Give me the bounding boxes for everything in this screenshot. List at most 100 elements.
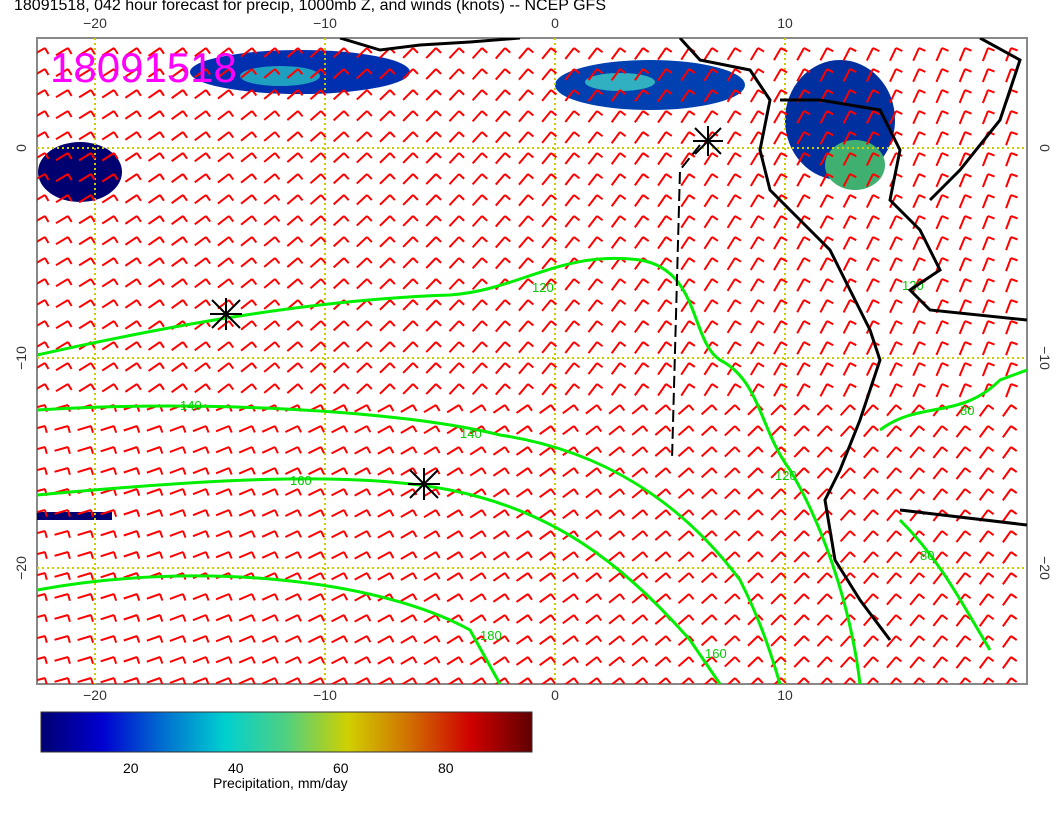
wind-barb bbox=[747, 467, 764, 479]
wind-barb bbox=[793, 656, 810, 668]
wind-barb bbox=[654, 656, 672, 667]
wind-barb bbox=[749, 341, 765, 355]
wind-barb bbox=[889, 299, 903, 314]
wind-barb bbox=[657, 278, 673, 292]
wind-barb bbox=[726, 173, 742, 187]
wind-barb bbox=[889, 257, 903, 272]
wind-barb bbox=[889, 215, 903, 230]
wind-barb bbox=[935, 152, 949, 167]
wind-barb bbox=[703, 215, 719, 229]
wind-barb bbox=[677, 572, 695, 583]
wind-barb bbox=[169, 425, 187, 433]
wind-barb bbox=[37, 677, 48, 684]
wind-barb bbox=[935, 341, 949, 356]
wind-barb bbox=[446, 446, 464, 456]
wind-barb bbox=[749, 173, 765, 187]
contour-label: 120 bbox=[775, 468, 797, 483]
wind-barb bbox=[400, 593, 418, 602]
wind-barb bbox=[518, 194, 534, 207]
wind-barb bbox=[865, 194, 880, 209]
wind-barb bbox=[981, 257, 995, 272]
wind-barb bbox=[1002, 551, 1018, 564]
wind-barb bbox=[610, 341, 627, 354]
wind-barb bbox=[541, 173, 558, 186]
wind-barb bbox=[124, 278, 142, 288]
wind-barb bbox=[541, 341, 558, 354]
wind-barb bbox=[726, 383, 742, 397]
wind-barb bbox=[539, 593, 556, 603]
wind-barb bbox=[700, 656, 718, 668]
wind-barb bbox=[541, 236, 558, 249]
wind-barb bbox=[1005, 299, 1018, 314]
wind-barb bbox=[1002, 509, 1018, 522]
wind-barb bbox=[793, 404, 810, 416]
wind-barb bbox=[608, 404, 626, 415]
wind-barb bbox=[677, 467, 695, 478]
wind-barb bbox=[309, 278, 327, 289]
lon-tick-label-top: −20 bbox=[83, 15, 107, 31]
wind-barb bbox=[955, 404, 972, 417]
wind-barb bbox=[958, 110, 972, 125]
wind-barb bbox=[539, 425, 556, 435]
wind-barb bbox=[703, 383, 719, 397]
wind-barb bbox=[816, 614, 833, 626]
wind-barb bbox=[773, 299, 788, 313]
wind-barb bbox=[912, 257, 926, 272]
wind-barb bbox=[587, 383, 604, 396]
lon-tick-label-bottom: −20 bbox=[83, 687, 107, 703]
wind-barb bbox=[747, 425, 764, 437]
wind-barb bbox=[816, 656, 833, 668]
wind-barb bbox=[955, 467, 972, 480]
wind-barb bbox=[680, 362, 696, 376]
wind-barb bbox=[634, 341, 650, 354]
date-stamp: 18091518 bbox=[50, 44, 237, 91]
wind-barb bbox=[240, 194, 258, 205]
wind-barb bbox=[147, 68, 165, 78]
wind-barb bbox=[331, 593, 349, 602]
wind-barb bbox=[309, 320, 327, 331]
wind-barb bbox=[724, 593, 741, 605]
wind-barb bbox=[518, 68, 534, 81]
wind-barb bbox=[402, 110, 419, 122]
wind-barb bbox=[101, 341, 119, 351]
wind-barb bbox=[240, 215, 258, 226]
wind-barb bbox=[124, 257, 142, 267]
wind-barb bbox=[863, 656, 879, 669]
wind-barb bbox=[402, 236, 419, 248]
wind-barb bbox=[332, 89, 350, 101]
wind-barb bbox=[194, 110, 211, 121]
wind-barb bbox=[55, 320, 73, 330]
wind-barb bbox=[981, 173, 995, 188]
wind-barb bbox=[1002, 656, 1018, 669]
wind-barb bbox=[749, 47, 765, 61]
wind-barb bbox=[935, 215, 949, 230]
wind-barb bbox=[194, 152, 211, 163]
wind-barb bbox=[865, 278, 880, 293]
wind-barb bbox=[215, 614, 233, 622]
lat-tick-label-right: 0 bbox=[1037, 144, 1053, 152]
wind-barb bbox=[700, 509, 718, 521]
wind-barb bbox=[610, 173, 627, 186]
wind-barb bbox=[495, 341, 511, 354]
wind-barb bbox=[909, 635, 926, 648]
wind-barb bbox=[55, 299, 73, 309]
wind-barb bbox=[495, 299, 511, 312]
wind-barb bbox=[680, 110, 696, 124]
wind-barb bbox=[78, 152, 96, 162]
wind-barb bbox=[261, 467, 279, 475]
wind-barb bbox=[37, 551, 48, 560]
wind-barb bbox=[146, 551, 164, 559]
wind-barb bbox=[124, 110, 142, 120]
wind-barb bbox=[37, 530, 48, 539]
wind-barb bbox=[171, 278, 188, 288]
wind-barb bbox=[286, 362, 304, 373]
wind-barb bbox=[400, 614, 418, 623]
wind-barb bbox=[773, 383, 788, 397]
wind-barb bbox=[123, 530, 141, 538]
contour-label: 180 bbox=[480, 628, 502, 643]
wind-barb bbox=[842, 110, 857, 124]
wind-barb bbox=[217, 236, 235, 247]
wind-barb bbox=[101, 383, 119, 393]
wind-barb bbox=[564, 341, 581, 354]
wind-barb bbox=[886, 404, 902, 417]
